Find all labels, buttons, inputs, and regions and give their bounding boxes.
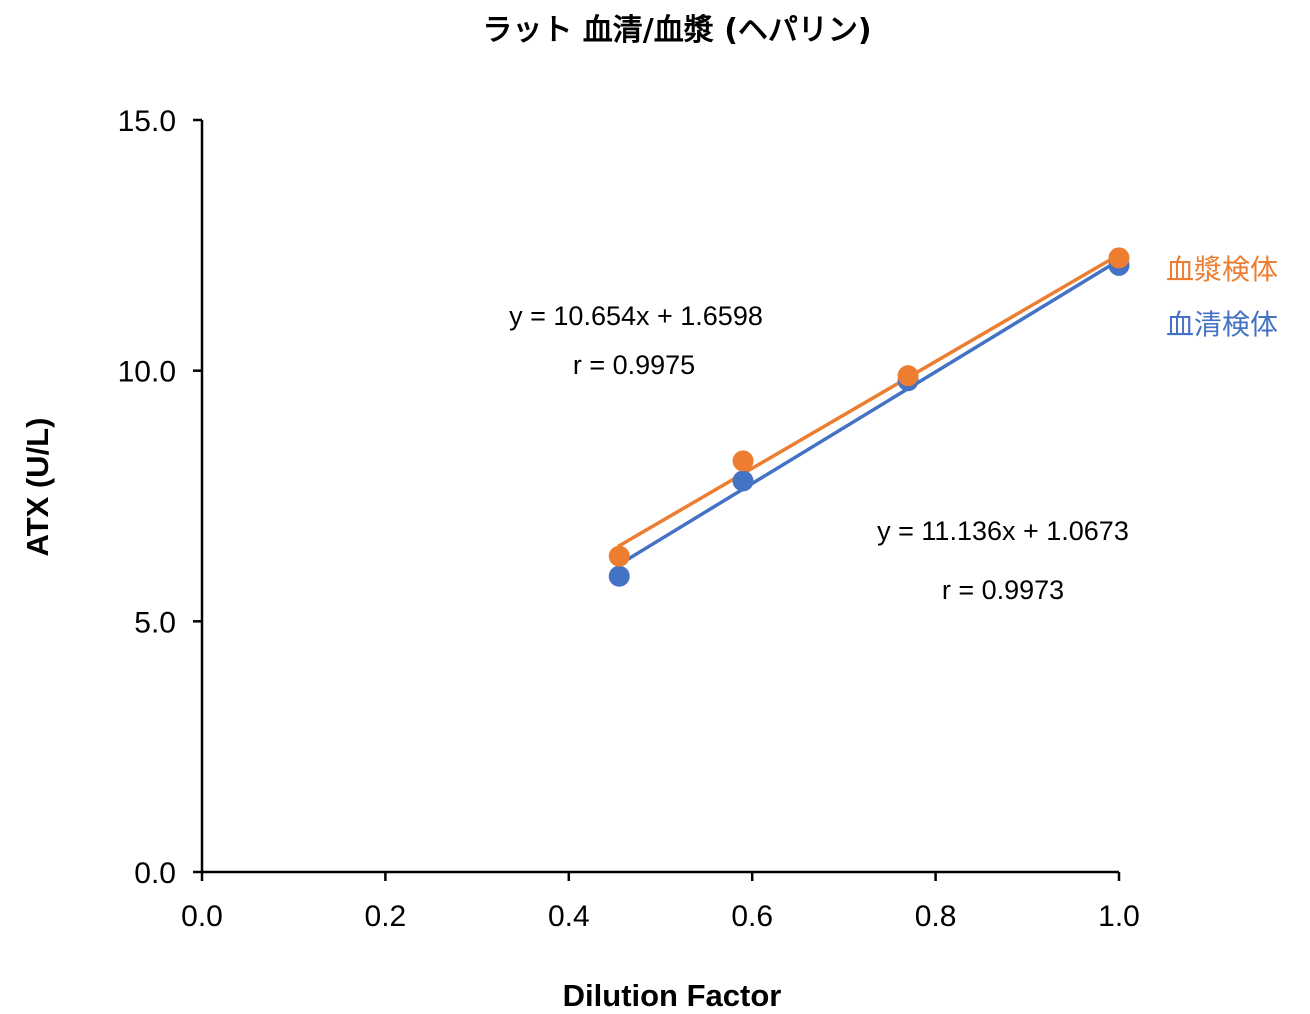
x-axis-title: Dilution Factor: [563, 978, 782, 1013]
data-point-serum: [608, 565, 630, 587]
data-points: [608, 247, 1130, 587]
x-tick-label: 0.4: [548, 900, 590, 933]
axes: 0.0 0.2 0.4 0.6 0.8 1.0 0.0 5.0 10.0 15.0: [118, 105, 1140, 933]
serum-equation: y = 11.136x + 1.0673: [877, 516, 1129, 546]
y-tick-label: 15.0: [118, 105, 176, 138]
trendline-serum: [617, 258, 1121, 567]
x-tick-label: 0.6: [731, 900, 773, 933]
y-tick-label: 5.0: [134, 606, 176, 639]
legend-serum: 血清検体: [1166, 308, 1278, 341]
y-tick-label: 10.0: [118, 356, 176, 389]
x-tick-label: 0.2: [365, 900, 407, 933]
y-tick-label: 0.0: [134, 857, 176, 890]
y-axis-title: ATX (U/L): [20, 418, 55, 557]
trendlines: [617, 252, 1121, 567]
x-tick-label: 0.0: [181, 900, 223, 933]
data-point-plasma: [732, 450, 754, 472]
chart-title: ラット 血清/血漿 (ヘパリン): [482, 13, 871, 48]
legend-plasma: 血漿検体: [1166, 253, 1278, 286]
x-tick-label: 0.8: [915, 900, 957, 933]
data-point-plasma: [608, 545, 630, 567]
x-tick-label: 1.0: [1098, 900, 1140, 933]
data-point-plasma: [897, 365, 919, 387]
data-point-plasma: [1108, 247, 1130, 269]
plasma-r-value: r = 0.9975: [573, 350, 695, 380]
serum-r-value: r = 0.9973: [942, 575, 1064, 605]
plasma-equation: y = 10.654x + 1.6598: [509, 301, 763, 331]
data-point-serum: [732, 470, 754, 492]
trendline-plasma: [617, 252, 1121, 548]
